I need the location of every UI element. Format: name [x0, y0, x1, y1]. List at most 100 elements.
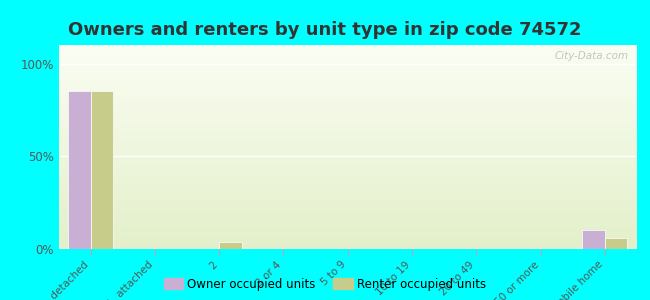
Bar	[58, 182, 637, 184]
Bar	[58, 124, 637, 127]
Bar	[58, 188, 637, 190]
Bar	[58, 218, 637, 220]
Bar	[58, 167, 637, 169]
Bar	[58, 59, 637, 61]
Bar	[58, 143, 637, 145]
Bar	[58, 214, 637, 216]
Bar	[58, 104, 637, 106]
Bar	[58, 196, 637, 198]
Bar	[58, 241, 637, 243]
Bar	[58, 57, 637, 59]
Legend: Owner occupied units, Renter occupied units: Owner occupied units, Renter occupied un…	[164, 278, 486, 291]
Bar	[58, 127, 637, 129]
Bar	[58, 139, 637, 141]
Bar	[58, 55, 637, 57]
Bar	[58, 239, 637, 241]
Bar	[58, 63, 637, 65]
Bar	[58, 210, 637, 212]
Bar	[58, 82, 637, 84]
Bar	[58, 76, 637, 78]
Bar	[58, 206, 637, 208]
Bar	[58, 112, 637, 114]
Bar	[58, 114, 637, 116]
Bar	[58, 90, 637, 92]
Bar	[58, 100, 637, 102]
Bar	[58, 61, 637, 63]
Bar	[58, 198, 637, 200]
Bar	[58, 51, 637, 53]
Bar	[58, 135, 637, 137]
Bar	[58, 192, 637, 194]
Bar	[58, 173, 637, 175]
Bar	[219, 242, 242, 249]
Bar	[58, 223, 637, 224]
Bar	[68, 92, 90, 249]
Bar	[58, 86, 637, 88]
Bar	[58, 163, 637, 165]
Text: City-Data.com: City-Data.com	[554, 51, 629, 61]
Bar	[58, 141, 637, 143]
Bar	[58, 243, 637, 245]
Bar	[58, 172, 637, 173]
Bar	[58, 78, 637, 80]
Bar	[58, 106, 637, 108]
Bar	[58, 131, 637, 133]
Bar	[58, 74, 637, 76]
Bar	[58, 169, 637, 172]
Bar	[605, 238, 627, 249]
Bar	[58, 153, 637, 155]
Bar	[58, 161, 637, 163]
Bar	[58, 229, 637, 231]
Bar	[58, 145, 637, 147]
Bar	[58, 180, 637, 182]
Bar	[58, 190, 637, 192]
Bar	[58, 102, 637, 104]
Bar	[58, 94, 637, 96]
Bar	[58, 212, 637, 214]
Bar	[58, 80, 637, 82]
Bar	[58, 194, 637, 196]
Bar	[58, 220, 637, 223]
Bar	[58, 200, 637, 202]
Bar	[58, 235, 637, 237]
Bar	[58, 178, 637, 180]
Bar	[58, 176, 637, 178]
Bar	[58, 202, 637, 204]
Bar	[58, 224, 637, 226]
Bar	[58, 247, 637, 249]
Text: Owners and renters by unit type in zip code 74572: Owners and renters by unit type in zip c…	[68, 21, 582, 39]
Bar	[58, 245, 637, 247]
Bar	[58, 216, 637, 218]
Bar	[58, 165, 637, 167]
Bar	[58, 137, 637, 139]
Bar	[58, 88, 637, 90]
Bar	[58, 121, 637, 122]
Bar	[58, 149, 637, 151]
Bar	[58, 45, 637, 47]
Bar	[58, 226, 637, 229]
Bar	[58, 84, 637, 86]
Bar	[58, 151, 637, 153]
Bar	[90, 92, 113, 249]
Bar	[58, 122, 637, 124]
Bar	[58, 68, 637, 70]
Bar	[58, 237, 637, 239]
Bar	[58, 53, 637, 55]
Bar	[58, 231, 637, 233]
Bar	[58, 204, 637, 206]
Bar	[58, 108, 637, 110]
Bar	[58, 208, 637, 210]
Bar	[58, 47, 637, 49]
Bar	[58, 129, 637, 131]
Bar	[582, 230, 605, 249]
Bar	[58, 186, 637, 188]
Bar	[58, 233, 637, 235]
Bar	[58, 49, 637, 51]
Bar	[58, 147, 637, 149]
Bar	[58, 96, 637, 98]
Bar	[58, 70, 637, 71]
Bar	[58, 92, 637, 94]
Bar	[58, 159, 637, 161]
Bar	[58, 133, 637, 135]
Bar	[58, 155, 637, 157]
